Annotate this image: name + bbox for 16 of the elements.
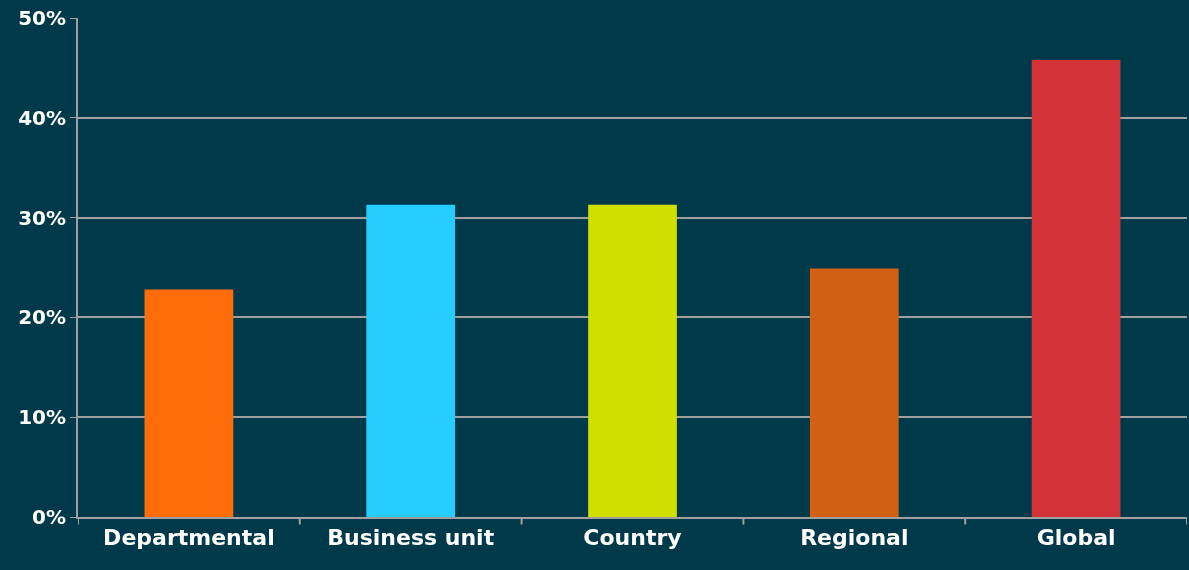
x-tick-label: Regional: [800, 525, 909, 551]
x-tick-label: Country: [583, 525, 682, 551]
y-tick-label: 20%: [18, 305, 66, 330]
y-tick-label: 50%: [18, 6, 66, 30]
y-tick-label: 40%: [18, 105, 66, 130]
y-tick-label: 10%: [18, 405, 66, 430]
y-tick-label: 0%: [32, 505, 66, 529]
bar: [1031, 59, 1121, 517]
bar: [588, 204, 677, 517]
x-tick-label: Departmental: [103, 525, 275, 551]
bar: [144, 289, 234, 517]
x-tick-label: Global: [1036, 525, 1116, 551]
y-tick-label: 30%: [18, 205, 66, 230]
bar: [366, 204, 456, 517]
bar: [809, 268, 899, 517]
x-tick-label: Business unit: [327, 525, 495, 551]
